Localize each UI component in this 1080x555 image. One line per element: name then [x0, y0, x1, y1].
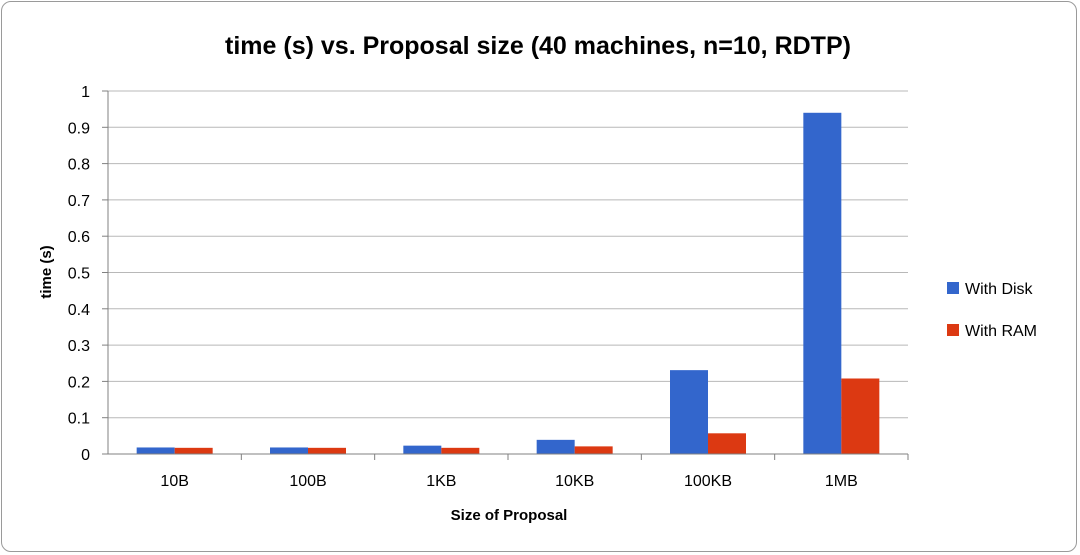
bars — [136, 112, 880, 454]
y-tick-labels: 0 0.1 0.2 0.3 0.4 0.5 0.6 0.7 0.8 0.9 1 — [68, 84, 90, 464]
legend-swatch — [947, 324, 959, 336]
y-tick-label: 0.2 — [68, 374, 90, 391]
legend-label: With RAM — [965, 323, 1037, 340]
bar-with-disk-10kb — [536, 439, 575, 454]
bar-with-disk-1kb — [403, 445, 442, 454]
y-tick-label: 0.4 — [68, 302, 90, 319]
x-tick-labels: 10B 100B 1KB 10KB 100KB 1MB — [160, 473, 857, 490]
x-tick-label: 10KB — [555, 473, 594, 490]
bar-with-ram-100kb — [708, 433, 746, 454]
bar-with-ram-10b — [174, 447, 213, 454]
legend-swatch — [947, 282, 959, 294]
gridlines — [102, 90, 908, 455]
y-tick-label: 0.8 — [68, 157, 90, 174]
bar-with-ram-100b — [308, 447, 346, 454]
legend: With Disk With RAM — [947, 281, 1037, 340]
y-tick-label: 0.3 — [68, 338, 90, 355]
x-tick-label: 100KB — [684, 473, 732, 490]
x-tick-label: 1KB — [426, 473, 456, 490]
x-tick-label: 100B — [289, 473, 326, 490]
y-tick-label: 0.9 — [68, 120, 90, 137]
bar-with-ram-1mb — [841, 378, 880, 454]
axes — [107, 91, 909, 460]
legend-label: With Disk — [965, 281, 1034, 298]
x-axis-label: Size of Proposal — [451, 507, 568, 524]
bar-with-ram-1kb — [441, 447, 480, 454]
y-tick-label: 0 — [81, 447, 90, 464]
y-tick-label: 0.5 — [68, 266, 90, 283]
x-tick-label: 1MB — [825, 473, 858, 490]
bar-with-disk-1mb — [803, 112, 842, 454]
y-tick-label: 0.6 — [68, 229, 90, 246]
y-tick-label: 0.7 — [68, 193, 90, 210]
y-tick-label: 0.1 — [68, 411, 90, 428]
bar-with-disk-100b — [270, 447, 308, 454]
bar-with-disk-10b — [136, 447, 175, 454]
bar-with-disk-100kb — [670, 370, 708, 454]
x-tick-label: 10B — [160, 473, 188, 490]
y-tick-label: 1 — [81, 84, 90, 101]
y-axis-label: time (s) — [38, 245, 55, 298]
chart-title: time (s) vs. Proposal size (40 machines,… — [225, 32, 851, 60]
bar-with-ram-10kb — [574, 446, 613, 454]
